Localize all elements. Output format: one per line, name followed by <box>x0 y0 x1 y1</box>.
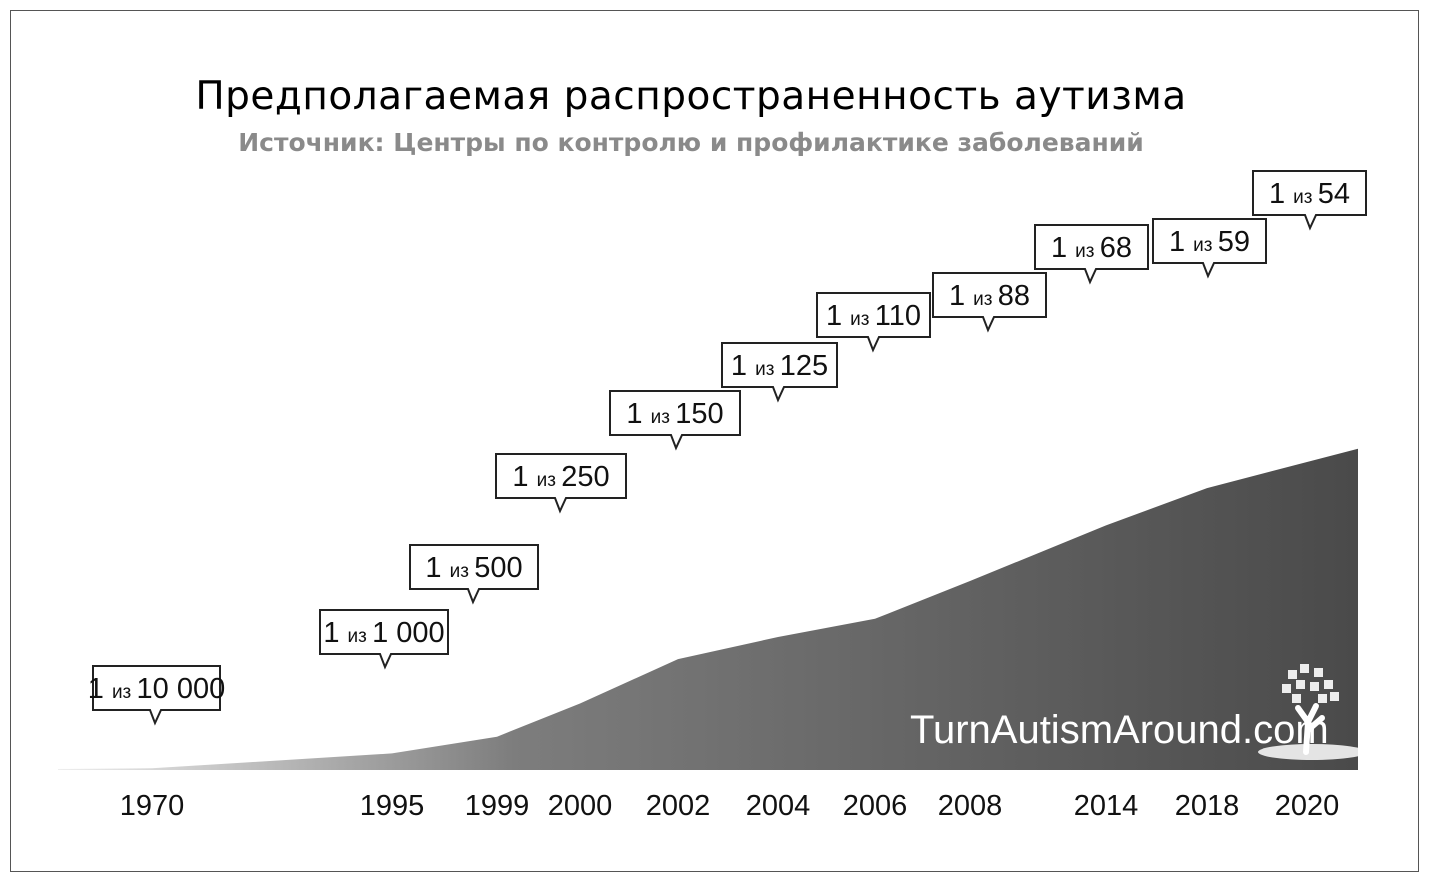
chart-title: Предполагаемая распространенность аутизм… <box>195 74 1187 119</box>
data-label: 1 из 88 <box>949 280 1030 312</box>
ratio-callout: 1 из 1 000 <box>319 609 449 670</box>
x-tick-label: 2018 <box>1175 790 1240 822</box>
chart-subtitle: Источник: Центры по контролю и профилакт… <box>238 128 1144 157</box>
ratio-callout: 1 из 250 <box>495 453 627 514</box>
tree-logo-icon <box>1258 664 1366 760</box>
data-label: 1 из 54 <box>1269 178 1350 210</box>
x-tick-label: 2006 <box>843 790 908 822</box>
x-tick-label: 1995 <box>360 790 425 822</box>
data-label: 1 из 500 <box>425 552 522 584</box>
ratio-callout: 1 из 150 <box>609 390 741 451</box>
ratio-callout: 1 из 54 <box>1252 170 1367 231</box>
callout-bubble <box>932 272 1047 333</box>
ratio-callout: 1 из 110 <box>816 292 931 353</box>
data-label: 1 из 110 <box>826 300 921 332</box>
data-label: 1 из 125 <box>731 350 828 382</box>
data-label: 1 из 150 <box>626 398 723 430</box>
data-label: 1 из 250 <box>512 461 609 493</box>
prevalence-area <box>58 448 1358 770</box>
callout-bubble <box>1034 224 1149 285</box>
callout-bubble <box>1152 218 1267 279</box>
ratio-callout: 1 из 10 000 <box>88 665 226 726</box>
x-tick-label: 2020 <box>1275 790 1340 822</box>
data-label: 1 из 1 000 <box>323 617 444 649</box>
callout-bubble <box>319 609 449 670</box>
callout-bubble <box>609 390 741 451</box>
data-label: 1 из 10 000 <box>88 673 226 705</box>
ratio-callout: 1 из 88 <box>932 272 1047 333</box>
callout-bubble <box>721 342 838 403</box>
ratio-callout: 1 из 68 <box>1034 224 1149 285</box>
x-tick-label: 1970 <box>120 790 185 822</box>
x-tick-label: 2000 <box>548 790 613 822</box>
ratio-callout: 1 из 500 <box>409 544 539 605</box>
watermark: TurnAutismAround.com <box>910 664 1366 760</box>
callout-bubble <box>495 453 627 514</box>
callout-bubble <box>816 292 931 353</box>
watermark-text: TurnAutismAround.com <box>910 708 1329 752</box>
data-label: 1 из 68 <box>1051 232 1132 264</box>
callout-bubble <box>409 544 539 605</box>
x-tick-label: 2014 <box>1074 790 1139 822</box>
ratio-callout: 1 из 125 <box>721 342 838 403</box>
callout-bubble <box>1252 170 1367 231</box>
x-tick-label: 2002 <box>646 790 711 822</box>
x-tick-label: 2004 <box>746 790 811 822</box>
x-tick-label: 2008 <box>938 790 1003 822</box>
callout-bubble <box>92 665 221 726</box>
ratio-callout: 1 из 59 <box>1152 218 1267 279</box>
x-tick-label: 1999 <box>465 790 530 822</box>
data-label: 1 из 59 <box>1169 226 1250 258</box>
